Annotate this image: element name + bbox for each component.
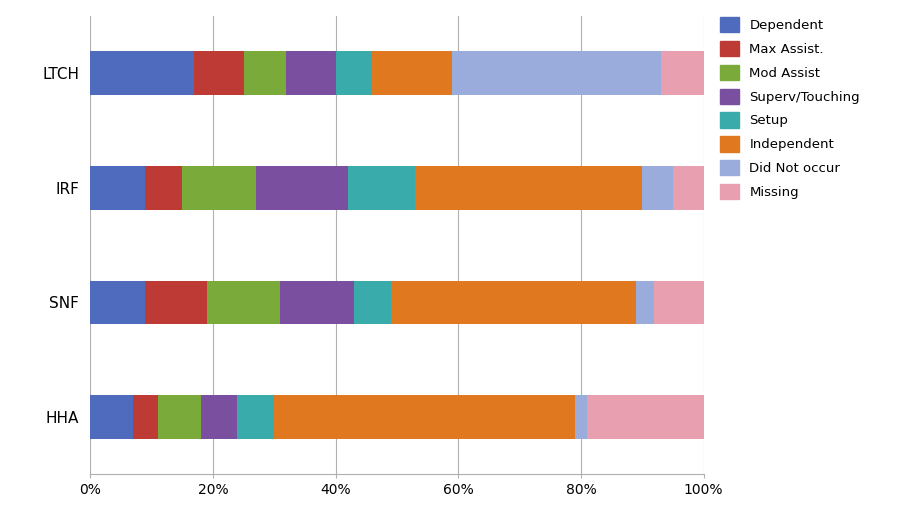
Bar xyxy=(145,166,182,210)
Bar xyxy=(133,395,158,439)
Bar xyxy=(281,280,354,324)
Bar xyxy=(195,51,244,95)
Bar xyxy=(336,51,373,95)
Bar xyxy=(158,395,200,439)
Bar xyxy=(90,395,133,439)
Bar xyxy=(354,280,391,324)
Bar xyxy=(256,166,348,210)
Bar xyxy=(655,280,704,324)
Bar xyxy=(673,166,704,210)
Bar xyxy=(207,280,281,324)
Legend: Dependent, Max Assist., Mod Assist, Superv/Touching, Setup, Independent, Did Not: Dependent, Max Assist., Mod Assist, Supe… xyxy=(716,13,864,203)
Bar xyxy=(415,166,642,210)
Bar xyxy=(287,51,336,95)
Bar xyxy=(200,395,237,439)
Bar xyxy=(348,166,415,210)
Bar xyxy=(587,395,704,439)
Bar xyxy=(660,51,704,95)
Bar xyxy=(391,280,636,324)
Bar xyxy=(90,280,145,324)
Bar xyxy=(244,51,287,95)
Bar xyxy=(237,395,274,439)
Bar xyxy=(90,166,145,210)
Bar xyxy=(452,51,660,95)
Bar xyxy=(636,280,655,324)
Bar xyxy=(145,280,207,324)
Bar xyxy=(642,166,673,210)
Bar xyxy=(182,166,256,210)
Bar xyxy=(575,395,587,439)
Bar xyxy=(90,51,195,95)
Bar xyxy=(274,395,575,439)
Bar xyxy=(373,51,452,95)
